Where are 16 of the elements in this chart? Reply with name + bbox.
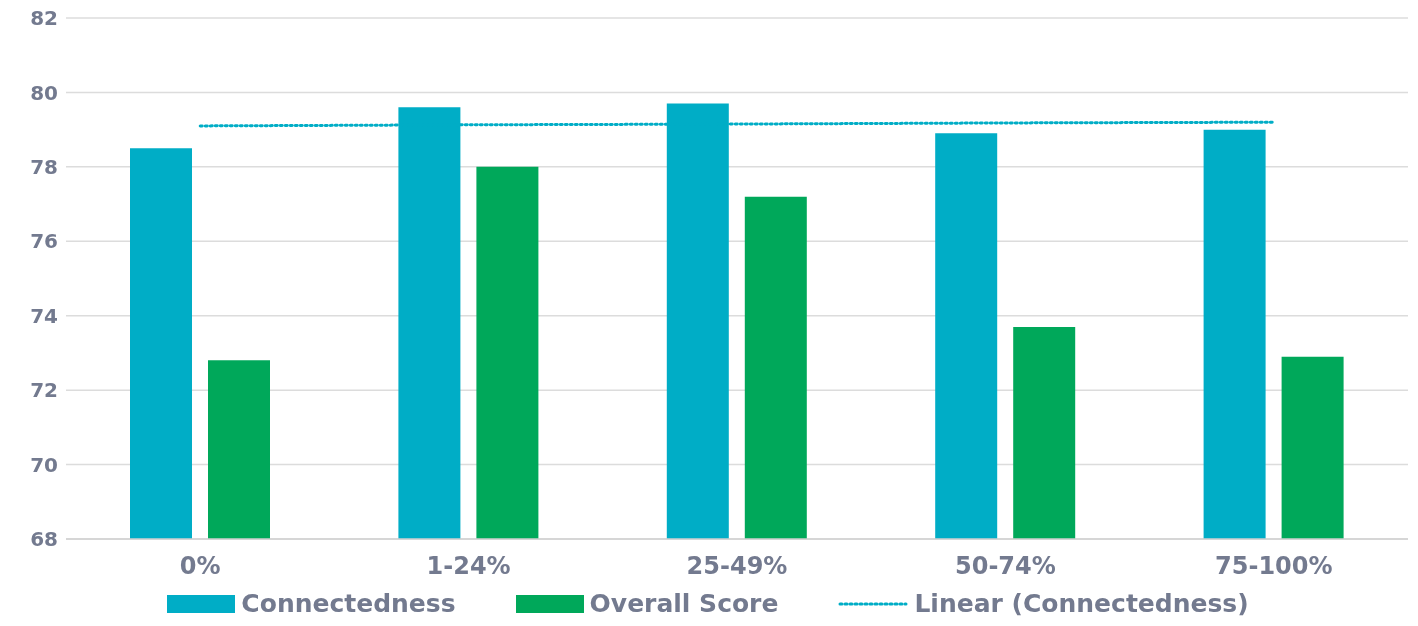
legend-label: Overall Score [589,589,779,618]
y-tick-label: 74 [30,303,58,328]
x-tick-label: 0% [179,552,221,581]
y-tick-label: 78 [30,154,58,179]
y-tick-label: 76 [30,229,58,254]
x-tick-label: 75-100% [1215,552,1333,581]
x-tick-label: 1-24% [426,552,511,581]
x-tick-label: 50-74% [954,552,1056,581]
legend-label: Linear (Connectedness) [914,589,1249,618]
y-tick-label: 80 [30,80,58,105]
y-tick-label: 70 [30,452,58,477]
y-tick-label: 72 [30,378,58,403]
y-tick-label: 82 [30,6,58,31]
y-tick-label: 68 [30,527,58,552]
legend-label: Connectedness [241,589,456,618]
x-tick-label: 25-49% [686,552,788,581]
